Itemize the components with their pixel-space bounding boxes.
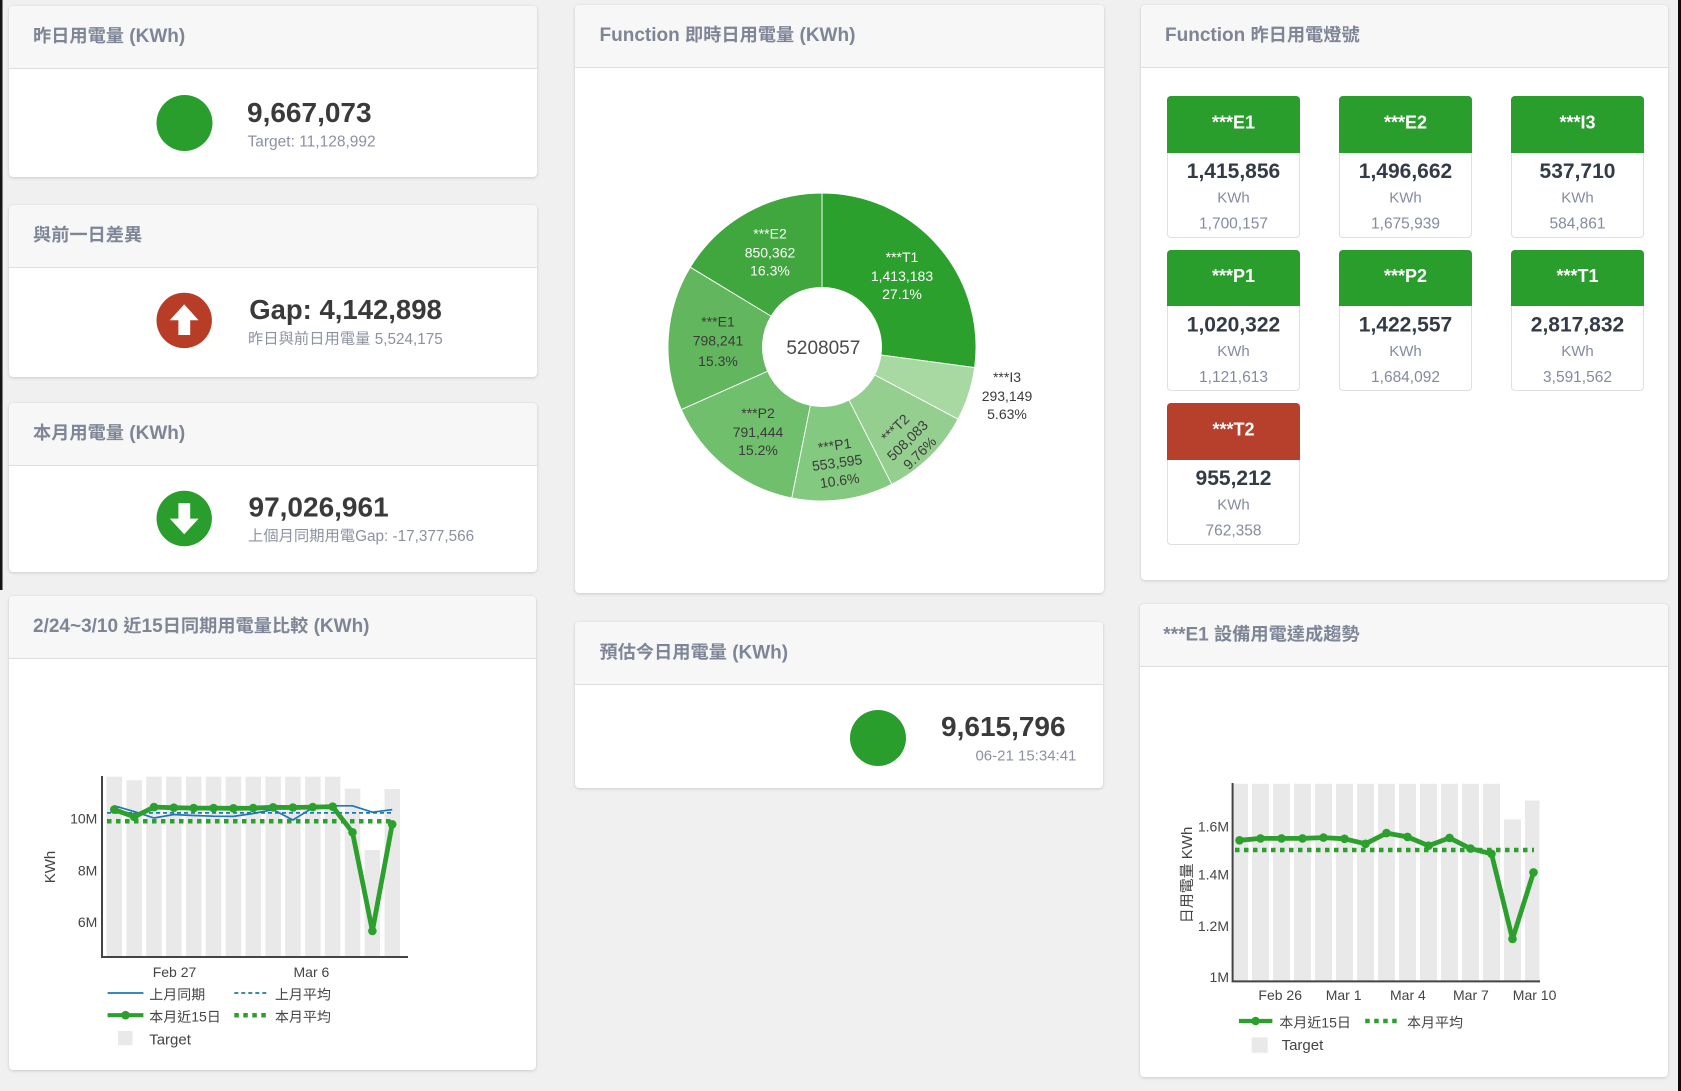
svg-text:Function: Function: [600, 25, 680, 46]
svg-text:Mar 4: Mar 4: [1390, 987, 1426, 1003]
svg-text:1M: 1M: [1210, 969, 1229, 985]
svg-text:1,675,939: 1,675,939: [1371, 216, 1440, 233]
svg-text:Gap:: Gap:: [355, 528, 388, 545]
svg-text:***E1: ***E1: [701, 313, 735, 329]
svg-text:Gap: 4,142,898: Gap: 4,142,898: [249, 294, 442, 325]
svg-text:27.1%: 27.1%: [882, 286, 922, 302]
svg-text:5,524,175: 5,524,175: [375, 331, 443, 348]
svg-text:Function: Function: [1165, 25, 1245, 46]
svg-text:Mar 6: Mar 6: [294, 964, 330, 980]
svg-text:***I3: ***I3: [1559, 112, 1595, 132]
svg-text:15: 15: [1321, 1014, 1337, 1030]
svg-text:***P1: ***P1: [817, 435, 853, 456]
svg-text:16.3%: 16.3%: [750, 262, 790, 278]
svg-text:(KWh): (KWh): [732, 642, 788, 663]
svg-text:15.3%: 15.3%: [698, 353, 738, 369]
svg-text:9,667,073: 9,667,073: [247, 97, 372, 128]
svg-text:***T1: ***T1: [886, 249, 919, 265]
svg-text:Target: Target: [149, 1031, 192, 1048]
svg-text:850,362: 850,362: [745, 245, 796, 261]
svg-text:1.2M: 1.2M: [1198, 918, 1229, 934]
svg-text:6M: 6M: [78, 914, 97, 930]
svg-text:***T2: ***T2: [1212, 419, 1254, 439]
svg-text:97,026,961: 97,026,961: [249, 492, 389, 523]
svg-text:15: 15: [191, 1009, 207, 1025]
svg-text:3,591,562: 3,591,562: [1543, 369, 1612, 386]
svg-text:1,121,613: 1,121,613: [1199, 369, 1268, 386]
svg-text:Feb 27: Feb 27: [153, 964, 197, 980]
svg-text:798,241: 798,241: [693, 332, 744, 348]
svg-text:537,710: 537,710: [1540, 160, 1616, 183]
svg-text:Feb 26: Feb 26: [1258, 987, 1302, 1003]
svg-text:KWh: KWh: [1179, 827, 1196, 860]
svg-text:Target: 11,128,992: Target: 11,128,992: [248, 133, 376, 150]
svg-text:10M: 10M: [70, 811, 97, 827]
svg-text:1,684,092: 1,684,092: [1371, 369, 1440, 386]
svg-text:1,700,157: 1,700,157: [1199, 216, 1268, 233]
svg-text:8M: 8M: [78, 862, 97, 878]
svg-text:1.4M: 1.4M: [1198, 866, 1229, 882]
svg-text:***P2: ***P2: [1384, 266, 1427, 286]
svg-text:1,020,322: 1,020,322: [1187, 313, 1280, 336]
svg-text:553,595: 553,595: [811, 451, 864, 474]
svg-text:(KWh): (KWh): [129, 423, 185, 444]
svg-text:KWh: KWh: [1217, 190, 1250, 207]
svg-text:KWh: KWh: [1561, 343, 1594, 360]
svg-text:KWh: KWh: [1217, 343, 1250, 360]
svg-text:955,212: 955,212: [1196, 467, 1272, 490]
svg-text:KWh: KWh: [1217, 497, 1250, 514]
svg-text:293,149: 293,149: [982, 388, 1033, 404]
svg-text:KWh: KWh: [42, 851, 59, 884]
svg-text:***P2: ***P2: [741, 405, 775, 421]
svg-text:15.2%: 15.2%: [738, 442, 778, 458]
svg-text:1,415,856: 1,415,856: [1187, 160, 1280, 183]
svg-text:5.63%: 5.63%: [987, 406, 1027, 422]
svg-text:1.6M: 1.6M: [1198, 818, 1229, 834]
svg-text:KWh: KWh: [1561, 190, 1594, 207]
svg-text:***P1: ***P1: [1212, 266, 1255, 286]
svg-text:***T1: ***T1: [1556, 266, 1598, 286]
svg-text:15: 15: [142, 616, 164, 637]
svg-text:Mar 10: Mar 10: [1513, 987, 1557, 1003]
svg-text:1,413,183: 1,413,183: [871, 268, 933, 284]
svg-text:2,817,832: 2,817,832: [1531, 313, 1624, 336]
svg-text:KWh: KWh: [1389, 343, 1422, 360]
svg-text:1,422,557: 1,422,557: [1359, 313, 1452, 336]
svg-text:584,861: 584,861: [1549, 216, 1605, 233]
svg-text:10.6%: 10.6%: [819, 470, 861, 491]
svg-text:(KWh): (KWh): [129, 26, 185, 47]
svg-text:06-21 15:34:41: 06-21 15:34:41: [975, 748, 1076, 765]
svg-text:9,615,796: 9,615,796: [941, 711, 1066, 742]
svg-text:791,444: 791,444: [733, 424, 784, 440]
svg-text:Target: Target: [1282, 1037, 1325, 1054]
svg-text:***E1: ***E1: [1163, 624, 1209, 645]
svg-text:2/24~3/10: 2/24~3/10: [33, 616, 118, 637]
svg-text:***E2: ***E2: [1384, 112, 1427, 132]
svg-text:Mar 7: Mar 7: [1453, 987, 1489, 1003]
svg-text:5208057: 5208057: [786, 338, 860, 359]
svg-text:Mar 1: Mar 1: [1326, 987, 1362, 1003]
svg-text:1,496,662: 1,496,662: [1359, 160, 1452, 183]
svg-text:***E1: ***E1: [1212, 112, 1255, 132]
svg-text:(KWh): (KWh): [800, 25, 856, 46]
svg-text:-17,377,566: -17,377,566: [393, 528, 475, 545]
svg-text:KWh: KWh: [1389, 190, 1422, 207]
svg-text:(KWh): (KWh): [314, 616, 370, 637]
svg-text:762,358: 762,358: [1205, 523, 1261, 540]
svg-text:***E2: ***E2: [753, 225, 787, 241]
svg-text:***I3: ***I3: [993, 369, 1021, 385]
